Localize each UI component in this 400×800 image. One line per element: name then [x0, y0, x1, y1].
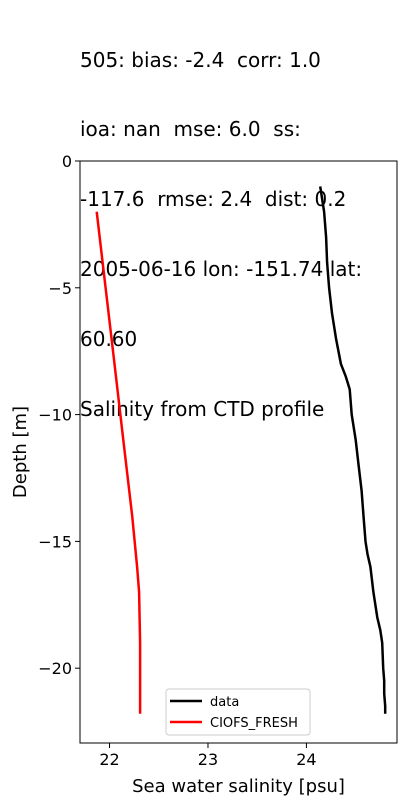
x-tick-label: 22: [99, 750, 119, 769]
y-axis-label: Depth [m]: [10, 406, 31, 498]
title-line: 505: bias: -2.4 corr: 1.0: [80, 47, 321, 72]
chart-title: 505: bias: -2.4 corr: 1.0 ioa: nan mse: …: [80, 2, 398, 445]
x-tick-label: 24: [296, 750, 316, 769]
title-line: 60.60: [80, 327, 138, 352]
x-axis: 22 23 24: [99, 743, 317, 769]
title-line: ioa: nan mse: 6.0 ss:: [80, 117, 301, 142]
legend-entry: CIOFS_FRESH: [210, 716, 298, 731]
y-tick-label: −5: [48, 279, 72, 298]
series-layer: [95, 186, 387, 714]
plot-frame: [79, 160, 398, 744]
y-tick-label: −10: [38, 406, 72, 425]
title-line: 2005-06-16 lon: -151.74 lat:: [80, 257, 363, 282]
y-axis: 0 −5 −10 −15 −20: [38, 152, 80, 678]
legend: data CIOFS_FRESH: [165, 688, 311, 736]
title-line: Salinity from CTD profile: [80, 397, 325, 422]
series-line-data: [318, 186, 387, 714]
x-axis-label: Sea water salinity [psu]: [132, 776, 345, 797]
y-tick-label: −20: [38, 659, 72, 678]
legend-entry: data: [210, 695, 239, 710]
y-tick-label: 0: [62, 152, 72, 171]
series-line-ciofs-fresh: [95, 211, 142, 714]
x-tick-label: 23: [198, 750, 218, 769]
y-tick-label: −15: [38, 532, 72, 551]
